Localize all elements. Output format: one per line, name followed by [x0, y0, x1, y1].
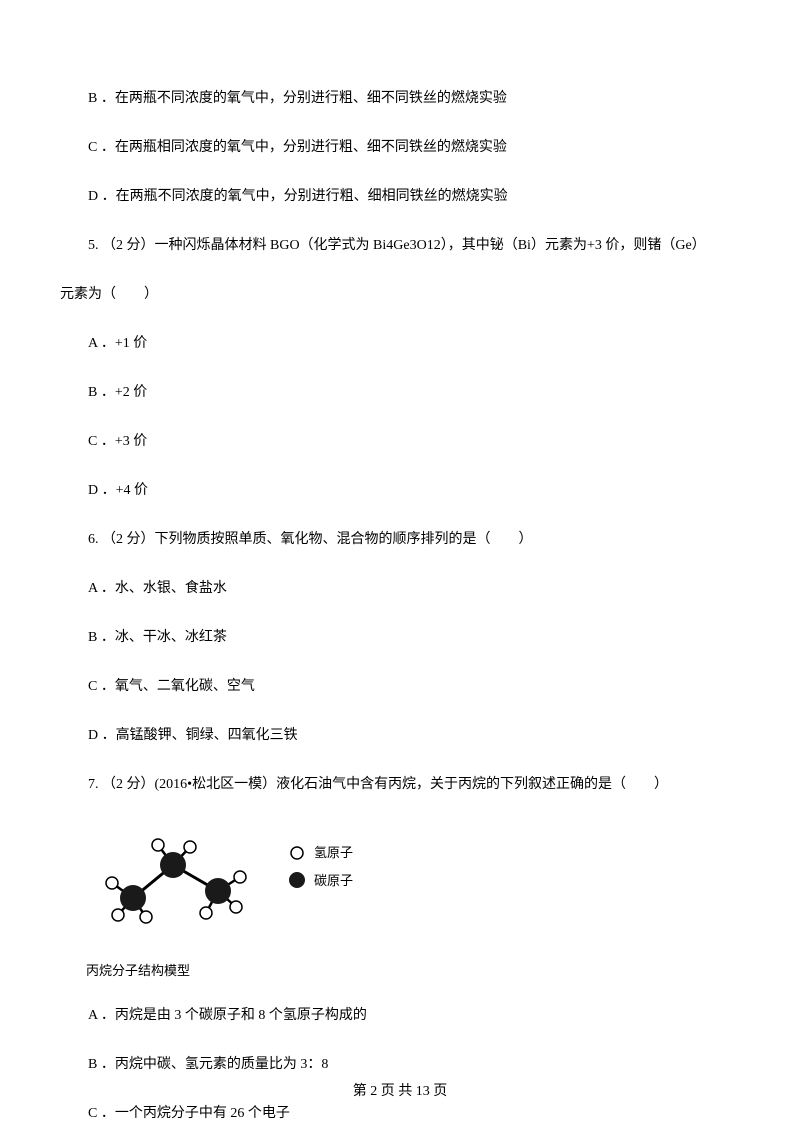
q6-option-c: C ．氧气、二氧化碳、空气 — [60, 676, 740, 697]
q7-stem: 7. （2 分）(2016•松北区一模）液化石油气中含有丙烷，关于丙烷的下列叙述… — [60, 774, 740, 795]
q5-option-c: C ．+3 价 — [60, 431, 740, 452]
q6-option-a: A ．水、水银、食盐水 — [60, 578, 740, 599]
q6-option-d: D ．高锰酸钾、铜绿、四氧化三铁 — [60, 725, 740, 746]
q5-option-d: D ．+4 价 — [60, 480, 740, 501]
q4-option-d: D ．在两瓶不同浓度的氧气中，分别进行粗、细相同铁丝的燃烧实验 — [60, 186, 740, 207]
legend-carbon-label: 碳原子 — [314, 871, 353, 891]
q7-option-c: C ．一个丙烷分子中有 26 个电子 — [60, 1103, 740, 1124]
q6-option-b: B ．冰、干冰、冰红茶 — [60, 627, 740, 648]
carbon-icon — [288, 871, 306, 889]
q5-option-a: A ．+1 价 — [60, 333, 740, 354]
propane-diagram: 氢原子 碳原子 — [88, 823, 428, 943]
q4-option-c: C ．在两瓶相同浓度的氧气中，分别进行粗、细不同铁丝的燃烧实验 — [60, 137, 740, 158]
q5-option-b: B ．+2 价 — [60, 382, 740, 403]
page-footer: 第 2 页 共 13 页 — [0, 1081, 800, 1102]
q5-stem-line2: 元素为（ ） — [60, 284, 740, 305]
q7-option-a: A ．丙烷是由 3 个碳原子和 8 个氢原子构成的 — [60, 1005, 740, 1026]
q5-stem-line1: 5. （2 分）一种闪烁晶体材料 BGO（化学式为 Bi4Ge3O12），其中铋… — [60, 235, 740, 256]
propane-molecule-icon — [88, 823, 278, 933]
q6-stem: 6. （2 分）下列物质按照单质、氧化物、混合物的顺序排列的是（ ） — [60, 529, 740, 550]
legend-hydrogen: 氢原子 — [288, 843, 353, 863]
q7-option-b: B ．丙烷中碳、氢元素的质量比为 3：8 — [60, 1054, 740, 1075]
hydrogen-icon — [288, 844, 306, 862]
legend-carbon: 碳原子 — [288, 871, 353, 891]
diagram-caption: 丙烷分子结构模型 — [86, 961, 740, 981]
q4-option-b: B ．在两瓶不同浓度的氧气中，分别进行粗、细不同铁丝的燃烧实验 — [60, 88, 740, 109]
legend: 氢原子 碳原子 — [288, 843, 353, 898]
legend-hydrogen-label: 氢原子 — [314, 843, 353, 863]
